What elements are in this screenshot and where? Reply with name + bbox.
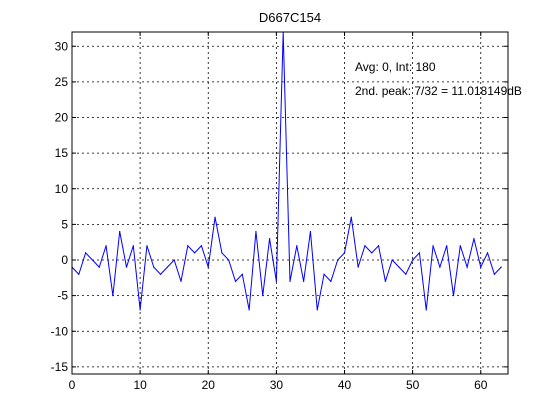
series-line	[71, 31, 502, 310]
data-point	[377, 245, 380, 247]
y-tick-label: 5	[61, 217, 68, 231]
data-point	[384, 280, 386, 282]
y-tick-label: 15	[55, 146, 69, 160]
data-point	[405, 273, 407, 275]
data-point	[262, 295, 264, 297]
data-point	[139, 309, 141, 311]
data-point	[316, 309, 318, 311]
data-point	[398, 266, 400, 268]
series-group	[71, 31, 502, 311]
data-point	[194, 252, 196, 254]
x-tick-label: 60	[474, 378, 488, 392]
data-point	[234, 280, 237, 282]
data-point	[153, 266, 155, 268]
data-point	[268, 238, 271, 240]
chart-title: D667C154	[259, 10, 321, 25]
data-point	[228, 259, 230, 261]
x-tick-label: 20	[202, 378, 216, 392]
data-point	[446, 245, 448, 247]
data-point	[357, 266, 359, 268]
data-point	[105, 245, 107, 247]
y-tick-label: 10	[55, 182, 69, 196]
data-point	[85, 252, 87, 254]
data-point	[439, 266, 441, 268]
data-point	[425, 309, 427, 311]
x-tick-label: 30	[270, 378, 284, 392]
y-tick-label: -10	[51, 324, 69, 338]
data-point	[309, 230, 312, 233]
plot-area	[72, 32, 508, 374]
data-point	[473, 238, 475, 240]
data-point	[207, 266, 209, 268]
data-point	[350, 216, 352, 218]
y-tick-label: 30	[55, 39, 69, 53]
x-axis: 0 10 20 30 40 50 60	[69, 32, 488, 392]
data-point	[500, 266, 502, 268]
data-point	[459, 245, 461, 247]
data-point	[323, 273, 325, 275]
data-point	[173, 259, 175, 261]
data-point	[159, 273, 162, 275]
annotation-avg: Avg: 0, Int: 180	[355, 60, 436, 74]
data-point	[125, 266, 128, 268]
x-tick-label: 0	[69, 378, 76, 392]
data-point	[221, 252, 223, 254]
data-point	[98, 266, 100, 268]
data-point	[241, 273, 243, 275]
data-point	[303, 280, 305, 282]
grid-lines	[72, 32, 508, 374]
data-point	[180, 280, 182, 282]
data-point	[200, 245, 203, 247]
data-point	[418, 252, 421, 254]
data-point	[112, 295, 114, 297]
data-point	[78, 273, 80, 275]
data-point	[486, 252, 489, 254]
y-tick-label: 20	[55, 111, 69, 125]
data-point	[255, 230, 257, 233]
data-point	[214, 216, 216, 218]
y-tick-label: -15	[51, 360, 69, 374]
y-tick-label: 0	[61, 253, 68, 267]
data-point	[187, 245, 189, 247]
data-point	[296, 245, 298, 247]
data-point	[275, 280, 277, 282]
data-point	[371, 252, 373, 254]
data-point	[452, 295, 455, 297]
data-point	[364, 245, 366, 247]
data-point	[466, 266, 468, 268]
data-point	[248, 309, 250, 311]
data-point	[391, 259, 393, 261]
x-tick-label: 40	[338, 378, 352, 392]
y-tick-label: -5	[57, 289, 68, 303]
y-tick-label: 25	[55, 75, 69, 89]
data-point	[480, 266, 482, 268]
data-point	[91, 259, 94, 261]
x-tick-label: 10	[133, 378, 147, 392]
data-point	[330, 280, 332, 282]
data-point	[493, 273, 495, 275]
data-point	[432, 245, 434, 247]
plot-frame	[71, 31, 509, 375]
data-point	[337, 259, 339, 261]
data-point	[146, 245, 148, 247]
y-axis: -15 -10 -5 0 5 10 15 20 25 30	[51, 39, 508, 374]
data-point	[289, 280, 291, 282]
data-point	[412, 259, 414, 261]
data-point	[166, 266, 168, 268]
x-tick-label: 50	[406, 378, 420, 392]
data-point	[132, 245, 134, 247]
data-point	[343, 252, 346, 254]
data-point	[119, 230, 121, 233]
annotation-second-peak: 2nd. peak: 7/32 = 11.018149dB	[355, 84, 522, 98]
